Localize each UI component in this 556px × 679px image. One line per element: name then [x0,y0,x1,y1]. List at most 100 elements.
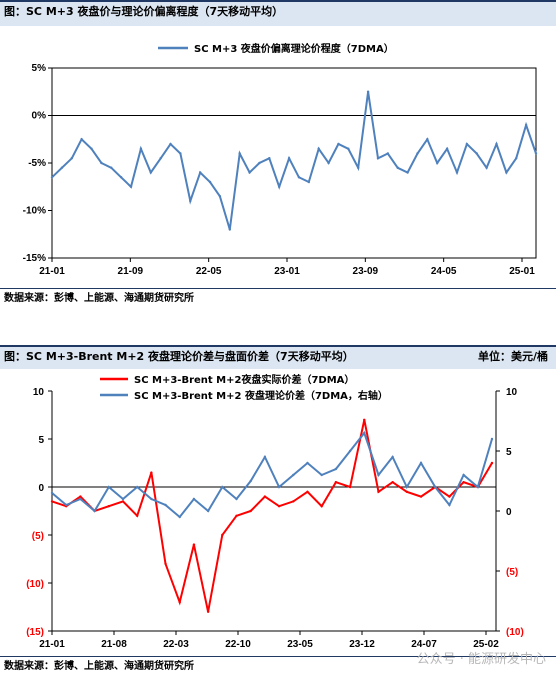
chart2-data-point-theoretical [235,497,238,501]
chart1-data-point [317,147,320,150]
chart2-data-point-theoretical [192,497,196,501]
chart1-data-point [475,152,478,155]
chart1-x-tick-label: 21-09 [118,266,144,277]
chart2-left-tick-label: (15) [26,627,44,638]
chart2-data-point-actual [292,500,295,503]
chart2-right-tick-label: (10) [506,627,524,638]
chart1-plot-frame [51,67,537,259]
chart2-legend-label-actual: SC M+3-Brent M+2夜盘实际价差（7DMA） [134,373,354,386]
chart2-data-point-theoretical [419,461,423,465]
chart2-data-point-actual [490,461,494,465]
chart2-data-point-theoretical [178,515,181,519]
chart1-data-point [268,157,271,160]
chart1-y-tick-label: 0% [32,111,47,122]
chart2-data-point-theoretical [221,485,224,489]
chart2-right-tick-label: 0 [506,507,512,518]
chart2-unit: 单位：美元/桶 [477,350,548,363]
chart1-data-point [119,176,123,179]
chart1-data-point [277,185,281,188]
chart2-data-point-theoretical [405,485,409,489]
chart2-data-point-theoretical [377,473,380,477]
chart2-data-point-theoretical [292,473,295,477]
chart1-y-tick-label: -10% [23,206,46,217]
chart1-data-point [189,199,192,203]
chart1-x-tick-label: 24-05 [431,266,457,277]
chart1-data-point [426,138,429,141]
chart1-data-point [347,147,350,150]
chart2-data-point-theoretical [476,485,480,489]
chart2-data-point-actual [164,562,167,565]
chart2-data-point-theoretical [79,497,82,501]
chart1-title: 图：SC M+3 夜盘价与理论价偏离程度（7天移动平均） [4,5,284,18]
chart2-data-point-theoretical [320,473,323,477]
chart2-data-point-actual [462,481,465,484]
chart1-data-point [179,152,182,155]
chart2-data-point-theoretical [306,461,309,465]
chart1-series-line [51,91,537,230]
chart2-data-point-actual [448,495,451,498]
chart1-data-point [406,171,409,174]
chart2-right-tick-label: 10 [506,387,518,398]
chart1-data-point [80,138,83,141]
chart2-data-point-theoretical [334,467,338,471]
chart2-data-point-theoretical [434,485,437,489]
chart2-data-point-actual [263,495,267,498]
chart1-data-point [129,185,133,188]
chart1-data-point [238,152,241,155]
chart2-x-tick-label: 24-07 [411,639,437,650]
chart2-data-point-theoretical [448,503,451,507]
chart1-data-point [297,176,301,179]
chart2-left-tick-label: 5 [38,435,44,446]
chart1-data-point [90,147,93,150]
chart2-data-point-actual [391,481,394,484]
chart2-data-point-theoretical [363,431,366,435]
chart2-data-point-actual [50,500,54,503]
chart1-data-point [287,157,291,160]
chart2-x-tick-label: 25-02 [473,639,499,650]
chart1-data-point [366,90,370,93]
chart2-series-line-actual [51,419,493,613]
chart1-data-point [416,152,419,155]
chart1-y-tick-label: -15% [23,253,46,264]
chart1-data-point [337,142,340,146]
chart2-source: 数据来源：彭博、上能源、海通期货研究所 [0,656,556,674]
chart1-data-point [50,176,54,179]
chart1-data-point [505,171,508,174]
chart2-data-point-theoretical [277,485,281,489]
chart1-data-point [436,161,439,165]
chart1-x-tick-label: 22-05 [196,266,222,277]
chart2-data-point-actual [334,481,338,484]
chart1-data-point [445,147,449,150]
chart2-data-point-theoretical [490,437,494,441]
chart1-x-tick-label: 23-01 [274,266,300,277]
chart2-data-point-actual [377,490,380,493]
chart1-data-point [139,147,143,150]
chart1-data-point [169,142,172,146]
chart2-data-point-theoretical [391,455,394,459]
chart1-data-point [357,166,360,169]
chart1-data-point [228,228,231,231]
chart1-data-point [455,171,459,174]
chart1-data-point [198,171,202,174]
chart2-right-tick-label: 5 [506,447,512,458]
chart2-data-point-actual [348,485,352,489]
chart1-data-point [485,166,488,169]
chart1-legend-label: SC M+3 夜盘价偏离理论价程度（7DMA） [194,42,394,55]
chart1-data-point [248,171,251,174]
chart2-data-point-actual [306,490,309,493]
chart2-data-point-actual [221,533,224,537]
chart2-series-line-theoretical [51,430,493,519]
chart2-legend-label-theoretical: SC M+3-Brent M+2 夜盘理论价差（7DMA，右轴） [134,389,388,402]
chart1-data-point [159,157,162,160]
chart2-data-point-theoretical [164,503,167,507]
chart2-data-point-theoretical [249,479,252,483]
chart2-x-tick-label: 23-05 [287,639,313,650]
watermark: 公众号 · 能源研发中心 [416,652,546,667]
chart1-data-point [110,166,113,169]
chart1-data-point [70,157,73,160]
chart1-data-point [208,180,212,184]
chart1-data-point [100,161,103,165]
chart1-data-point [376,157,380,160]
chart2-data-point-actual [249,509,252,513]
chart2-data-point-actual [405,490,409,493]
